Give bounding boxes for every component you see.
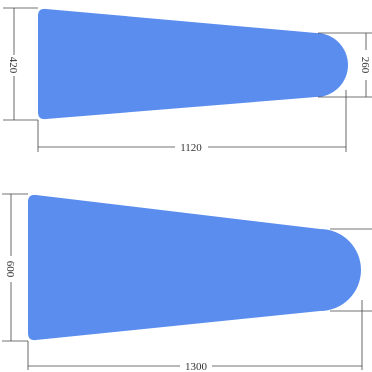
bottom-right-extension-lines: [330, 228, 372, 312]
figure-top: 420 260 1120: [3, 7, 372, 154]
bottom-left-height-dimension: 600: [2, 193, 28, 342]
top-left-height-label: 420: [7, 57, 19, 74]
bottom-length-dimension: 1300: [27, 300, 363, 372]
figure-bottom: 600 1300: [2, 193, 372, 372]
top-tapered-shape: [38, 8, 348, 120]
top-right-height-dimension: 260: [318, 32, 372, 98]
top-left-height-dimension: 420: [3, 7, 38, 121]
top-length-label: 1120: [180, 142, 202, 154]
bottom-tapered-shape: [28, 194, 361, 341]
bottom-left-height-label: 600: [4, 261, 16, 278]
top-right-height-label: 260: [359, 57, 371, 74]
bottom-length-label: 1300: [185, 361, 208, 372]
top-length-dimension: 1120: [37, 90, 347, 154]
